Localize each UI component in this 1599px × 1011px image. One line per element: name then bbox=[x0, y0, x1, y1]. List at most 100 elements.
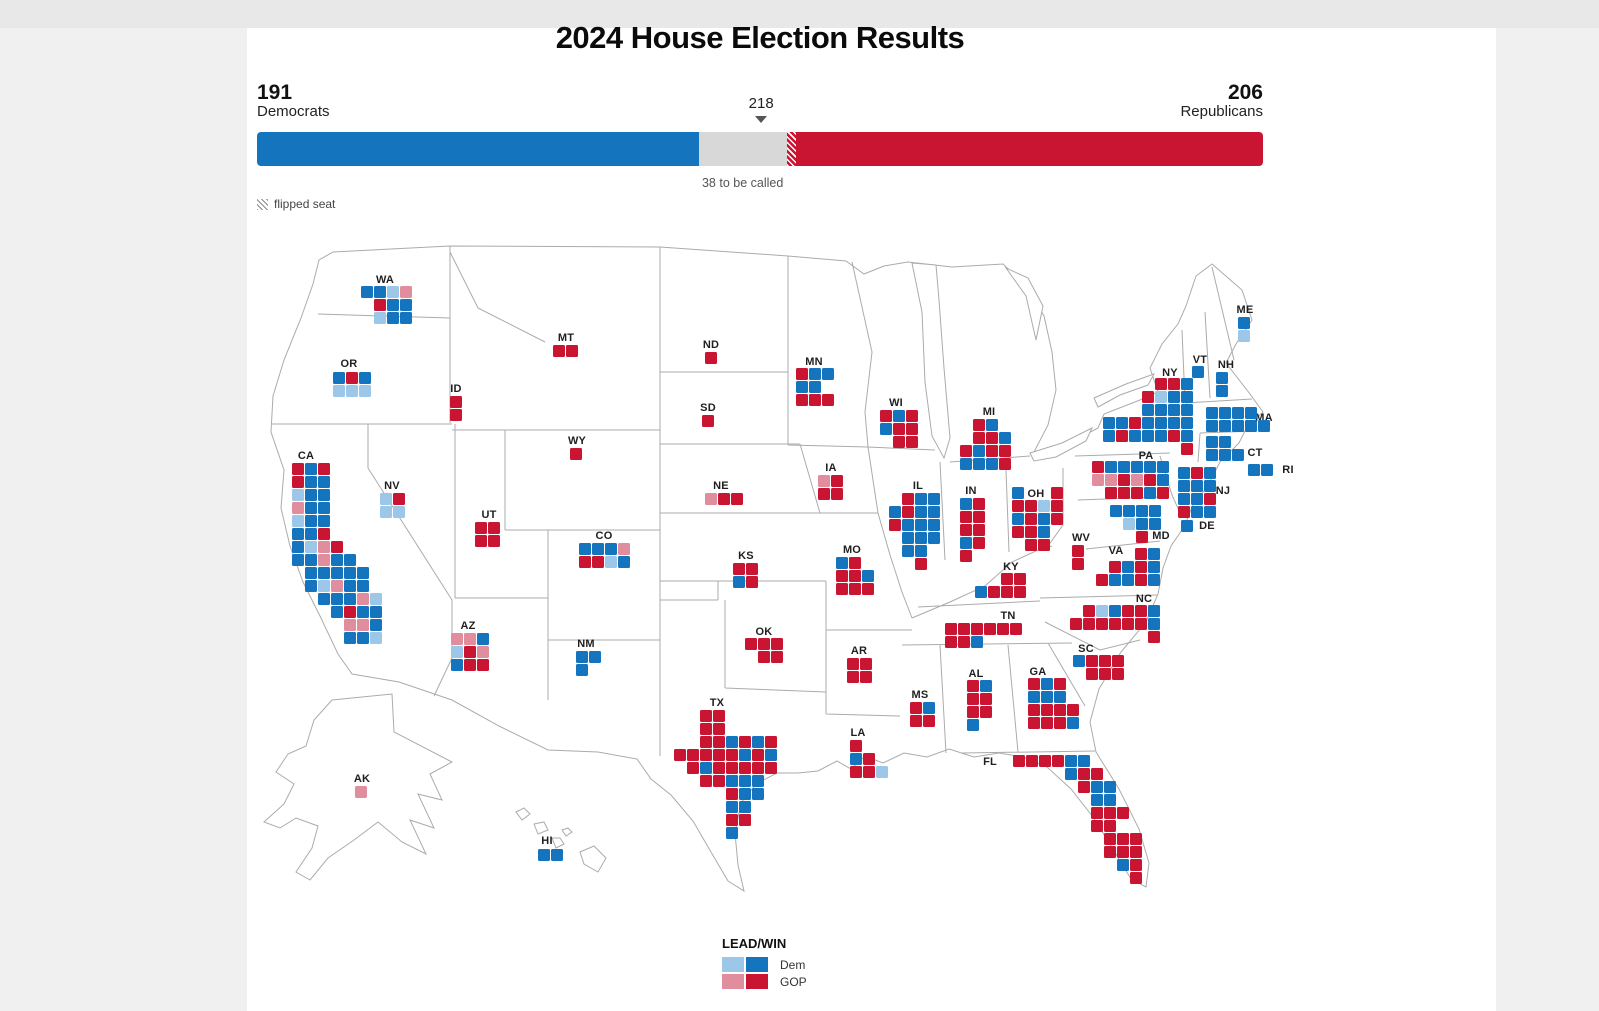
district-square[interactable] bbox=[344, 632, 356, 644]
district-square[interactable] bbox=[400, 286, 412, 298]
district-square[interactable] bbox=[862, 570, 874, 582]
district-square[interactable] bbox=[822, 368, 834, 380]
district-square[interactable] bbox=[333, 372, 345, 384]
district-square[interactable] bbox=[1096, 574, 1108, 586]
district-square[interactable] bbox=[318, 528, 330, 540]
district-square[interactable] bbox=[880, 423, 892, 435]
district-square[interactable] bbox=[1181, 430, 1193, 442]
district-square[interactable] bbox=[1178, 467, 1190, 479]
district-square[interactable] bbox=[702, 415, 714, 427]
district-square[interactable] bbox=[915, 532, 927, 544]
district-square[interactable] bbox=[739, 814, 751, 826]
district-square[interactable] bbox=[1105, 461, 1117, 473]
district-square[interactable] bbox=[579, 556, 591, 568]
district-square[interactable] bbox=[1155, 417, 1167, 429]
district-square[interactable] bbox=[836, 557, 848, 569]
district-square[interactable] bbox=[1039, 755, 1051, 767]
district-square[interactable] bbox=[1135, 605, 1147, 617]
district-square[interactable] bbox=[847, 658, 859, 670]
district-square[interactable] bbox=[305, 541, 317, 553]
district-square[interactable] bbox=[464, 633, 476, 645]
district-square[interactable] bbox=[1001, 586, 1013, 598]
district-square[interactable] bbox=[809, 368, 821, 380]
district-square[interactable] bbox=[450, 409, 462, 421]
district-square[interactable] bbox=[292, 528, 304, 540]
district-square[interactable] bbox=[331, 541, 343, 553]
district-square[interactable] bbox=[973, 511, 985, 523]
district-square[interactable] bbox=[1038, 500, 1050, 512]
district-square[interactable] bbox=[915, 506, 927, 518]
district-square[interactable] bbox=[1109, 574, 1121, 586]
district-square[interactable] bbox=[592, 543, 604, 555]
district-square[interactable] bbox=[1136, 518, 1148, 530]
district-square[interactable] bbox=[1142, 391, 1154, 403]
district-square[interactable] bbox=[967, 706, 979, 718]
district-square[interactable] bbox=[967, 719, 979, 731]
district-square[interactable] bbox=[758, 651, 770, 663]
district-square[interactable] bbox=[1078, 755, 1090, 767]
district-square[interactable] bbox=[570, 448, 582, 460]
district-square[interactable] bbox=[1130, 833, 1142, 845]
district-square[interactable] bbox=[687, 762, 699, 774]
district-square[interactable] bbox=[1083, 605, 1095, 617]
district-square[interactable] bbox=[700, 749, 712, 761]
district-square[interactable] bbox=[1142, 430, 1154, 442]
district-square[interactable] bbox=[1191, 480, 1203, 492]
district-square[interactable] bbox=[359, 385, 371, 397]
district-square[interactable] bbox=[1065, 768, 1077, 780]
district-square[interactable] bbox=[733, 563, 745, 575]
district-square[interactable] bbox=[915, 493, 927, 505]
district-square[interactable] bbox=[960, 445, 972, 457]
district-square[interactable] bbox=[333, 385, 345, 397]
district-square[interactable] bbox=[1112, 668, 1124, 680]
district-square[interactable] bbox=[1038, 539, 1050, 551]
district-square[interactable] bbox=[344, 567, 356, 579]
district-square[interactable] bbox=[1028, 717, 1040, 729]
district-square[interactable] bbox=[1155, 430, 1167, 442]
district-square[interactable] bbox=[876, 766, 888, 778]
district-square[interactable] bbox=[765, 749, 777, 761]
district-square[interactable] bbox=[292, 541, 304, 553]
district-square[interactable] bbox=[923, 715, 935, 727]
district-square[interactable] bbox=[796, 381, 808, 393]
district-square[interactable] bbox=[1041, 678, 1053, 690]
district-square[interactable] bbox=[850, 753, 862, 765]
district-square[interactable] bbox=[1091, 768, 1103, 780]
district-square[interactable] bbox=[1130, 859, 1142, 871]
district-square[interactable] bbox=[1130, 872, 1142, 884]
district-square[interactable] bbox=[986, 445, 998, 457]
district-square[interactable] bbox=[1117, 859, 1129, 871]
district-square[interactable] bbox=[1116, 417, 1128, 429]
district-square[interactable] bbox=[1025, 500, 1037, 512]
district-square[interactable] bbox=[902, 506, 914, 518]
district-square[interactable] bbox=[553, 345, 565, 357]
district-square[interactable] bbox=[1122, 618, 1134, 630]
district-square[interactable] bbox=[1219, 449, 1231, 461]
district-square[interactable] bbox=[387, 312, 399, 324]
district-square[interactable] bbox=[726, 749, 738, 761]
district-square[interactable] bbox=[605, 556, 617, 568]
district-square[interactable] bbox=[1054, 691, 1066, 703]
district-square[interactable] bbox=[475, 535, 487, 547]
district-square[interactable] bbox=[713, 749, 725, 761]
district-square[interactable] bbox=[305, 502, 317, 514]
district-square[interactable] bbox=[1105, 474, 1117, 486]
district-square[interactable] bbox=[305, 476, 317, 488]
district-square[interactable] bbox=[1148, 605, 1160, 617]
district-square[interactable] bbox=[1148, 548, 1160, 560]
district-square[interactable] bbox=[849, 557, 861, 569]
district-square[interactable] bbox=[902, 545, 914, 557]
district-square[interactable] bbox=[488, 535, 500, 547]
district-square[interactable] bbox=[726, 762, 738, 774]
district-square[interactable] bbox=[752, 788, 764, 800]
district-square[interactable] bbox=[380, 493, 392, 505]
district-square[interactable] bbox=[902, 519, 914, 531]
district-square[interactable] bbox=[1135, 561, 1147, 573]
district-square[interactable] bbox=[344, 606, 356, 618]
district-square[interactable] bbox=[1155, 391, 1167, 403]
district-square[interactable] bbox=[1181, 417, 1193, 429]
district-square[interactable] bbox=[809, 381, 821, 393]
district-square[interactable] bbox=[906, 410, 918, 422]
district-square[interactable] bbox=[1181, 378, 1193, 390]
district-square[interactable] bbox=[1104, 833, 1116, 845]
